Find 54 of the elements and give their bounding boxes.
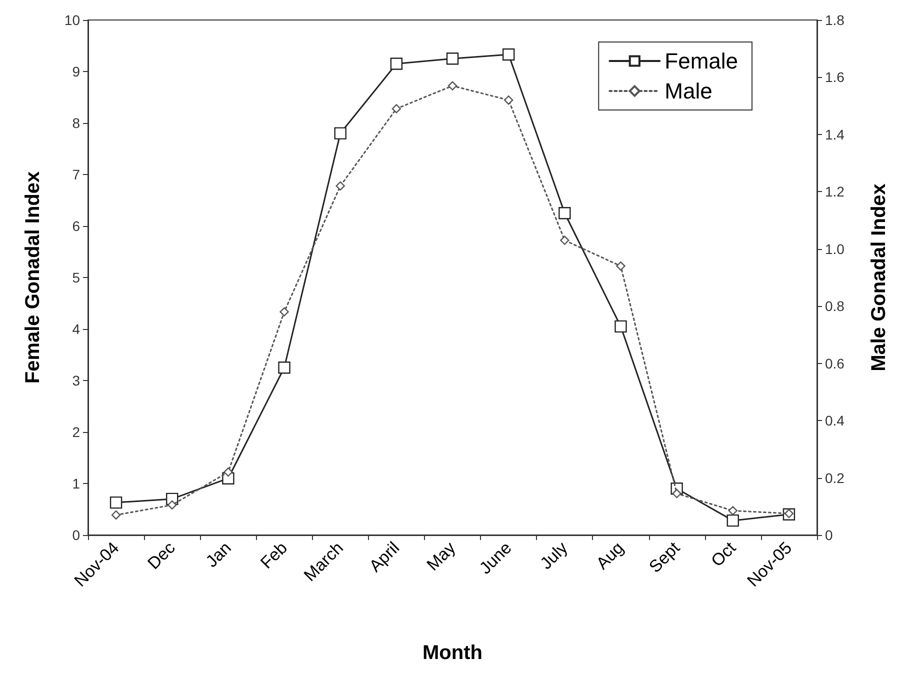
x-tick-label: Oct: [707, 538, 740, 570]
point: [110, 496, 122, 509]
y-tick-label: 7: [72, 166, 80, 182]
x-tick-label: Jan: [202, 538, 235, 572]
point: [616, 261, 626, 271]
point: [558, 207, 571, 220]
point: [334, 127, 346, 140]
point: [224, 467, 233, 477]
y2-axis-title: Male Gonadal Index: [868, 184, 890, 372]
y-tick-label: 2: [72, 424, 80, 440]
x-axis-title: Month: [422, 642, 482, 664]
y-tick-label: 8: [72, 115, 80, 131]
y-tick-label: 9: [72, 64, 80, 80]
point: [392, 104, 402, 114]
y-axis-title: Female Gonadal Index: [22, 171, 44, 384]
y2-tick-label: 0: [825, 527, 833, 543]
x-tick-label: May: [423, 538, 460, 574]
point: [614, 320, 627, 333]
point: [446, 52, 459, 65]
y-tick-label: 3: [72, 372, 80, 388]
y2-tick-label: 1.4: [825, 126, 845, 142]
point: [390, 58, 403, 70]
y2-tick-label: 0.4: [825, 412, 845, 429]
point: [280, 307, 289, 316]
point: [504, 96, 514, 105]
point: [278, 362, 290, 374]
y2-tick-label: 1.6: [825, 69, 845, 86]
point: [672, 488, 682, 498]
point: [728, 506, 738, 516]
y2-tick-label: 0.8: [825, 298, 845, 314]
y-tick-label: 4: [72, 321, 80, 337]
point: [111, 510, 121, 520]
point: [168, 500, 177, 510]
legend-label: Male: [664, 78, 712, 104]
x-tick-label: July: [536, 538, 572, 574]
y-tick-label: 1: [72, 476, 80, 492]
x-tick-label: Aug: [592, 538, 628, 574]
point: [726, 514, 739, 527]
legend-label: Female: [664, 48, 738, 74]
x-tick-label: Dec: [144, 538, 180, 574]
y-tick-label: 0: [72, 527, 80, 543]
point: [448, 81, 458, 90]
x-tick-label: Feb: [256, 538, 291, 572]
y2-tick-label: 0.6: [825, 355, 845, 372]
y2-tick-label: 1.0: [825, 240, 845, 257]
y-tick-label: 6: [72, 218, 80, 234]
point: [502, 48, 515, 61]
y-tick-label: 10: [64, 12, 80, 28]
y2-tick-label: 1.2: [825, 184, 845, 200]
y2-tick-label: 1.8: [825, 12, 845, 28]
y2-tick-label: 0.2: [825, 470, 845, 486]
y-tick-label: 5: [72, 270, 80, 286]
point: [560, 236, 570, 245]
point: [336, 181, 345, 191]
